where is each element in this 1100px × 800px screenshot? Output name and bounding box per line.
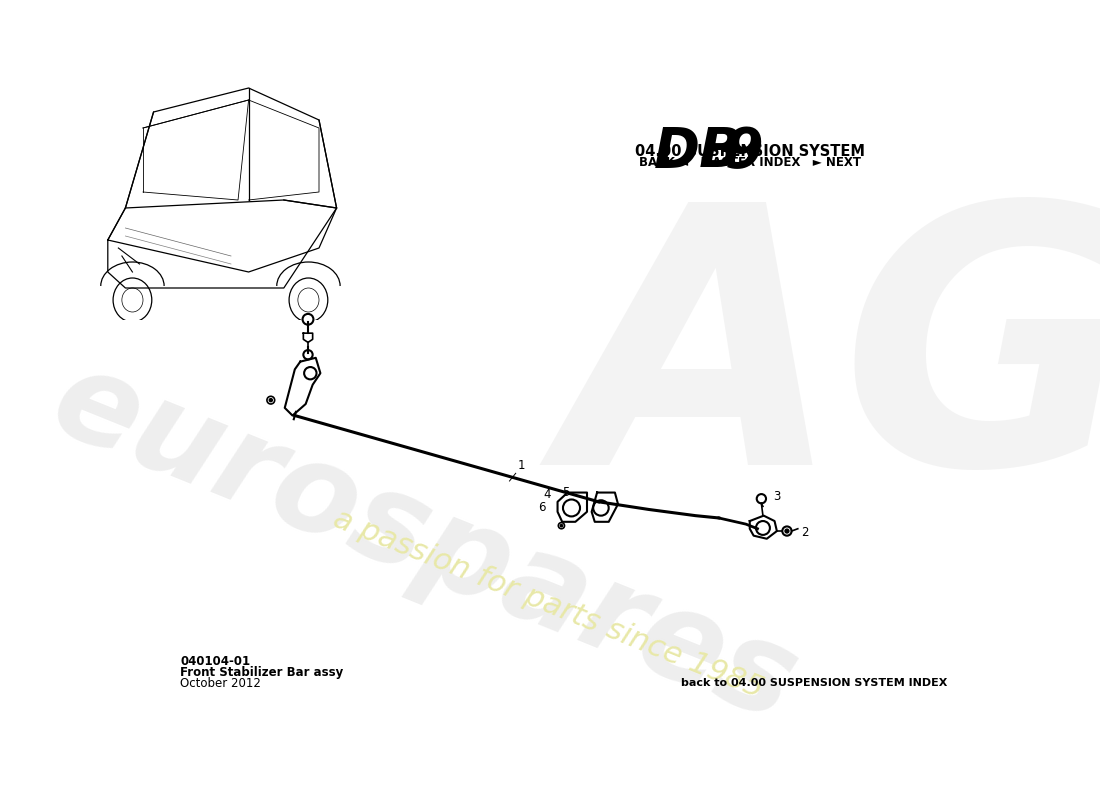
Text: Front Stabilizer Bar assy: Front Stabilizer Bar assy	[180, 666, 343, 678]
Text: DB: DB	[653, 126, 742, 179]
Text: eurospares: eurospares	[35, 338, 813, 746]
Text: a passion for parts since 1985: a passion for parts since 1985	[329, 505, 768, 704]
Text: 040104-01: 040104-01	[180, 655, 251, 668]
Text: 2: 2	[801, 526, 808, 539]
Text: BACK ◄   MASTER INDEX   ► NEXT: BACK ◄ MASTER INDEX ► NEXT	[639, 156, 860, 169]
Text: back to 04.00 SUSPENSION SYSTEM INDEX: back to 04.00 SUSPENSION SYSTEM INDEX	[681, 678, 947, 688]
Text: 9: 9	[725, 126, 763, 179]
Text: 04.00 SUSPENSION SYSTEM: 04.00 SUSPENSION SYSTEM	[635, 144, 865, 158]
Circle shape	[270, 398, 273, 402]
Text: 1: 1	[517, 458, 525, 472]
Text: 3: 3	[773, 490, 780, 503]
Text: 6: 6	[538, 502, 546, 514]
Text: 4: 4	[543, 488, 551, 502]
Circle shape	[560, 525, 562, 527]
Text: 5: 5	[562, 486, 570, 499]
Text: AG: AG	[562, 191, 1100, 540]
Circle shape	[785, 529, 789, 533]
Text: October 2012: October 2012	[180, 677, 261, 690]
